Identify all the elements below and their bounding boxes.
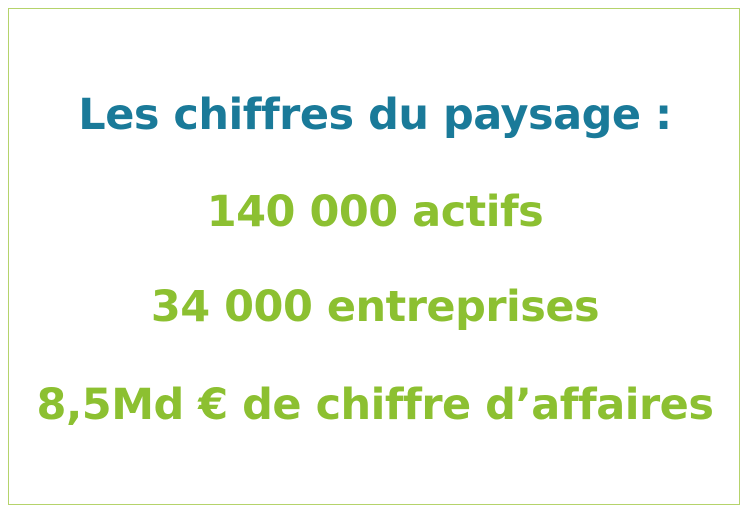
stat-revenue: 8,5Md € de chiffre d’affaires [36, 380, 714, 430]
page-title: Les chiffres du paysage : [78, 90, 672, 140]
stat-companies: 34 000 entreprises [150, 282, 600, 332]
content-frame [8, 8, 740, 505]
stat-workers: 140 000 actifs [206, 187, 544, 237]
